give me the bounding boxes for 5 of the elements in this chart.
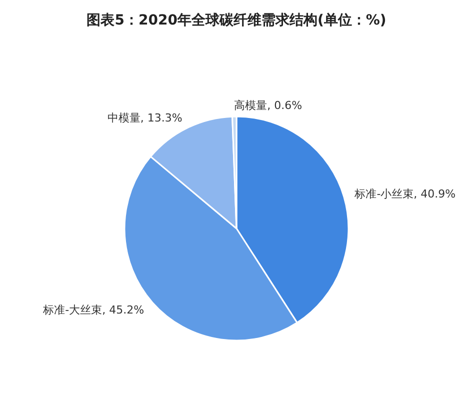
- slice-label: 中模量, 13.3%: [107, 111, 182, 124]
- slice-label: 高模量, 0.6%: [234, 98, 302, 112]
- chart-title: 图表5：2020年全球碳纤维需求结构(单位：%): [86, 12, 386, 28]
- slice-label: 标准-大丝束, 45.2%: [42, 303, 144, 316]
- slice-label: 标准-小丝束, 40.9%: [354, 187, 456, 200]
